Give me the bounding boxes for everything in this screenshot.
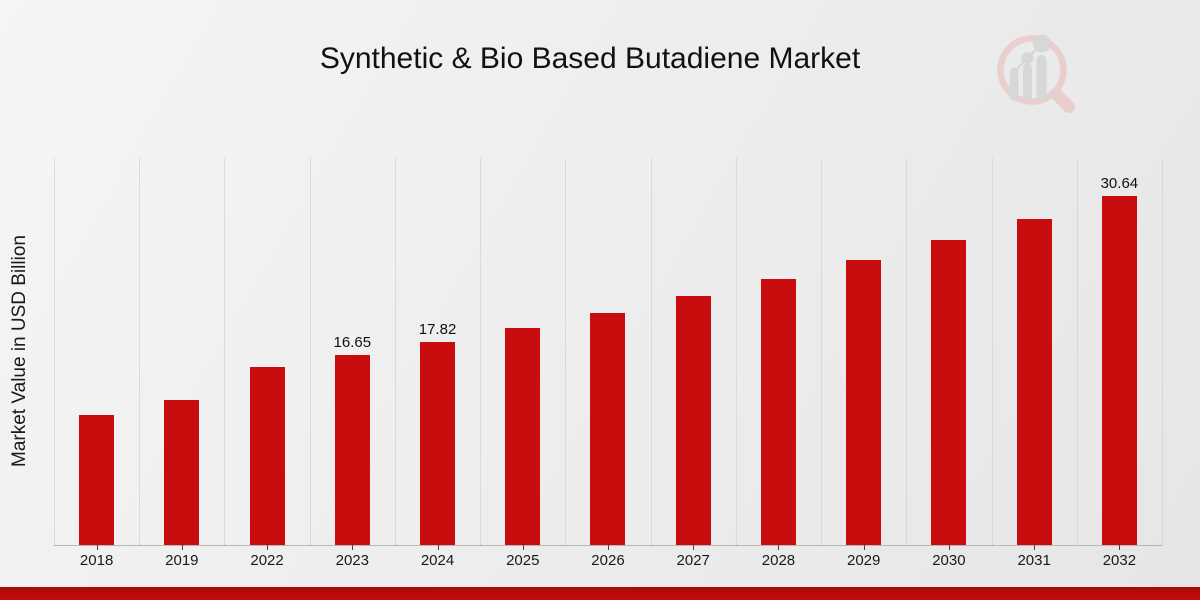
vertical-gridline bbox=[309, 158, 311, 545]
plot-area: 2018 2019 2022 16.65 2023 17.82 2024 2025 2026 20… bbox=[54, 158, 1163, 569]
vertical-gridline bbox=[54, 158, 55, 545]
vertical-gridline bbox=[650, 158, 652, 545]
bar-2028 bbox=[760, 279, 796, 545]
x-axis-tick bbox=[1119, 545, 1121, 550]
vertical-gridline bbox=[480, 158, 482, 545]
x-axis-tick-label-2025: 2025 bbox=[506, 552, 540, 569]
bar-slot-2029: 2029 bbox=[821, 158, 906, 569]
vertical-gridline bbox=[394, 158, 396, 545]
x-axis-tick bbox=[948, 545, 950, 550]
bar-slot-2027: 2027 bbox=[651, 158, 736, 569]
x-axis-tick bbox=[1034, 545, 1036, 550]
x-axis-tick bbox=[181, 545, 183, 550]
bar-value-label-2023: 16.65 bbox=[333, 334, 372, 352]
x-axis-tick bbox=[267, 545, 269, 550]
bar-2024 bbox=[420, 342, 456, 545]
vertical-gridline bbox=[224, 158, 226, 545]
bar-slot-2024: 17.82 2024 bbox=[395, 158, 480, 569]
bar-value-label-2032: 30.64 bbox=[1100, 175, 1139, 193]
vertical-gridline bbox=[1162, 158, 1163, 545]
x-axis-tick bbox=[693, 545, 695, 550]
x-axis-tick-label-2018: 2018 bbox=[79, 552, 114, 569]
x-axis-tick-label-2026: 2026 bbox=[591, 552, 625, 569]
magnifier-growth-chart-logo-icon bbox=[997, 34, 1075, 113]
x-axis-tick-label-2032: 2032 bbox=[1102, 552, 1137, 569]
x-axis-tick-label-2030: 2030 bbox=[932, 552, 966, 569]
bar-slot-2026: 2026 bbox=[565, 158, 650, 569]
x-axis-tick bbox=[437, 545, 439, 550]
bar-slot-2032: 30.64 2032 bbox=[1077, 158, 1162, 569]
vertical-gridline bbox=[821, 158, 823, 545]
x-axis-tick bbox=[352, 545, 354, 550]
x-axis-tick-label-2029: 2029 bbox=[846, 552, 881, 569]
x-axis-tick bbox=[778, 545, 780, 550]
bar-2030 bbox=[931, 240, 967, 545]
bar-slot-2025: 2025 bbox=[480, 158, 565, 569]
x-axis-tick-label-2028: 2028 bbox=[761, 552, 796, 569]
chart-title: Synthetic & Bio Based Butadiene Market bbox=[319, 42, 861, 75]
vertical-gridline bbox=[565, 158, 567, 545]
bar-2023 bbox=[334, 355, 370, 545]
vertical-gridline bbox=[991, 158, 993, 545]
x-axis-tick-label-2019: 2019 bbox=[165, 552, 199, 569]
x-axis-tick bbox=[96, 545, 98, 550]
x-axis-tick-label-2031: 2031 bbox=[1017, 552, 1051, 569]
bar-2019 bbox=[164, 399, 200, 545]
bar-2029 bbox=[846, 260, 882, 545]
bar-slot-2028: 2028 bbox=[736, 158, 821, 569]
bar-slot-2023: 16.65 2023 bbox=[310, 158, 395, 569]
x-axis-tick-label-2022: 2022 bbox=[250, 552, 284, 569]
bar-slot-2031: 2031 bbox=[992, 158, 1077, 569]
x-axis-tick bbox=[607, 545, 609, 550]
bar-slot-2018: 2018 bbox=[54, 158, 139, 569]
bar-2026 bbox=[590, 312, 626, 545]
vertical-gridline bbox=[735, 158, 737, 545]
x-axis-tick-label-2024: 2024 bbox=[420, 552, 455, 569]
x-axis-tick-label-2027: 2027 bbox=[676, 552, 710, 569]
bar-2031 bbox=[1016, 219, 1052, 545]
footer-accent-bar bbox=[0, 587, 1200, 600]
bar-slot-2022: 2022 bbox=[224, 158, 309, 569]
x-axis-tick bbox=[863, 545, 865, 550]
bar-2018 bbox=[79, 415, 115, 545]
x-axis-tick-label-2023: 2023 bbox=[335, 552, 369, 569]
bar-2022 bbox=[249, 366, 285, 545]
bar-2025 bbox=[505, 327, 541, 545]
bar-2032 bbox=[1101, 196, 1137, 545]
y-axis-label: Market Value in USD Billion bbox=[9, 235, 30, 467]
vertical-gridline bbox=[906, 158, 908, 545]
bar-2027 bbox=[675, 296, 711, 545]
bar-value-label-2024: 17.82 bbox=[418, 321, 457, 339]
bar-slot-2030: 2030 bbox=[906, 158, 991, 569]
bar-slot-2019: 2019 bbox=[139, 158, 224, 569]
x-axis-tick bbox=[522, 545, 524, 550]
vertical-gridline bbox=[139, 158, 141, 545]
vertical-gridline bbox=[1076, 158, 1078, 545]
